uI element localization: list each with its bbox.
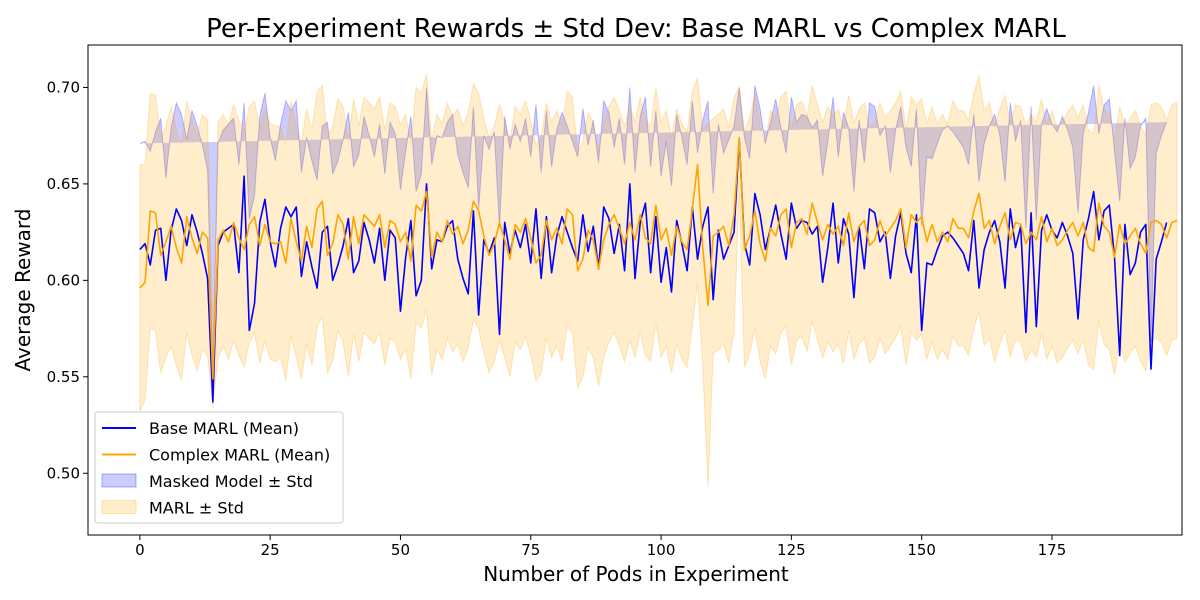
legend-label: Base MARL (Mean) bbox=[149, 419, 299, 438]
x-tick-label: 50 bbox=[391, 541, 410, 559]
legend-swatch-band bbox=[101, 500, 137, 514]
legend-box bbox=[94, 411, 344, 524]
std-band-base bbox=[139, 85, 1168, 379]
y-tick-label: 0.70 bbox=[47, 78, 80, 96]
y-tick-label: 0.55 bbox=[47, 368, 80, 386]
x-tick-label: 175 bbox=[1038, 541, 1067, 559]
mean-line-complex bbox=[139, 136, 1178, 380]
plot-area bbox=[139, 73, 1178, 487]
y-tick-label: 0.65 bbox=[47, 175, 80, 193]
y-axis-ticks: 0.50 0.55 0.60 0.65 0.70 bbox=[47, 78, 88, 482]
y-tick-label: 0.50 bbox=[47, 464, 80, 482]
y-axis-label: Average Reward bbox=[11, 209, 35, 372]
x-tick-label: 75 bbox=[521, 541, 540, 559]
mean-line-base bbox=[139, 138, 1168, 403]
std-bands bbox=[139, 73, 1178, 487]
chart-title: Per-Experiment Rewards ± Std Dev: Base M… bbox=[206, 14, 1066, 44]
x-axis-label: Number of Pods in Experiment bbox=[483, 562, 789, 586]
legend: Base MARL (Mean) Complex MARL (Mean) Maske… bbox=[94, 411, 344, 524]
x-tick-label: 100 bbox=[647, 541, 676, 559]
plot-frame bbox=[87, 44, 1183, 536]
legend-label: MARL ± Std bbox=[149, 499, 244, 518]
y-tick-label: 0.60 bbox=[47, 271, 80, 289]
x-tick-label: 0 bbox=[135, 541, 145, 559]
legend-label: Masked Model ± Std bbox=[149, 472, 313, 491]
mean-lines bbox=[139, 136, 1178, 403]
x-tick-label: 150 bbox=[907, 541, 936, 559]
legend-label: Complex MARL (Mean) bbox=[149, 446, 330, 465]
x-tick-label: 125 bbox=[777, 541, 806, 559]
legend-swatch-band bbox=[101, 473, 137, 488]
std-band-complex bbox=[139, 73, 1178, 487]
x-tick-label: 25 bbox=[261, 541, 280, 559]
x-axis-ticks: 0 25 50 75 100 125 150 175 bbox=[135, 535, 1066, 559]
